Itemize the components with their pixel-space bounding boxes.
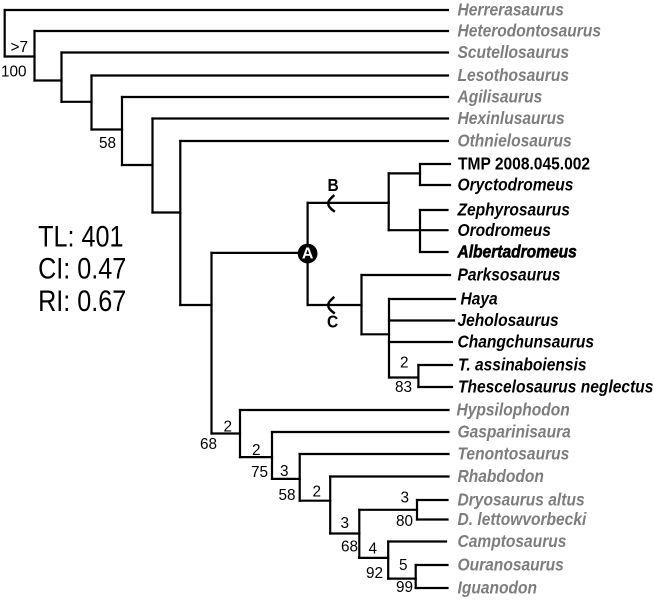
svg-text:TMP 2008.045.002: TMP 2008.045.002 — [458, 154, 590, 174]
svg-text:99: 99 — [396, 579, 413, 596]
svg-text:Iguanodon: Iguanodon — [458, 578, 538, 598]
svg-text:2: 2 — [400, 355, 409, 372]
svg-text:C: C — [327, 312, 338, 332]
svg-text:68: 68 — [200, 436, 217, 453]
svg-text:4: 4 — [368, 541, 377, 558]
svg-text:TL: 401: TL: 401 — [38, 219, 123, 253]
svg-text:3: 3 — [400, 490, 409, 507]
svg-text:80: 80 — [396, 513, 413, 530]
svg-text:75: 75 — [251, 464, 268, 481]
svg-text:Tenontosaurus: Tenontosaurus — [458, 444, 570, 464]
svg-text:B: B — [328, 175, 339, 195]
svg-text:92: 92 — [366, 565, 383, 582]
svg-text:3: 3 — [340, 515, 349, 532]
svg-text:Ouranosaurus: Ouranosaurus — [458, 555, 564, 575]
svg-text:Herrerasaurus: Herrerasaurus — [458, 0, 564, 20]
svg-text:Hexinlusaurus: Hexinlusaurus — [458, 108, 565, 128]
svg-text:Gasparinisaura: Gasparinisaura — [458, 422, 571, 442]
svg-text:Jeholosaurus: Jeholosaurus — [458, 310, 559, 330]
svg-text:D. lettowvorbecki: D. lettowvorbecki — [458, 509, 587, 529]
svg-text:Dryosaurus altus: Dryosaurus altus — [458, 490, 585, 510]
svg-text:100: 100 — [1, 64, 27, 81]
svg-text:Camptosaurus: Camptosaurus — [458, 531, 567, 551]
svg-text:>7: >7 — [11, 39, 28, 56]
svg-text:Rhabdodon: Rhabdodon — [458, 466, 544, 486]
svg-text:Agilisaurus: Agilisaurus — [457, 87, 543, 107]
svg-text:Scutellosaurus: Scutellosaurus — [458, 42, 570, 62]
svg-text:Thescelosaurus neglectus: Thescelosaurus neglectus — [458, 377, 653, 397]
svg-text:Oryctodromeus: Oryctodromeus — [458, 175, 574, 195]
svg-text:Orodromeus: Orodromeus — [458, 220, 551, 240]
svg-text:Othnielosaurus: Othnielosaurus — [458, 131, 572, 151]
svg-text:68: 68 — [341, 539, 358, 556]
svg-text:Parksosaurus: Parksosaurus — [458, 265, 561, 285]
svg-text:Changchunsaurus: Changchunsaurus — [458, 332, 595, 352]
svg-text:Haya: Haya — [461, 289, 498, 309]
svg-text:58: 58 — [99, 135, 116, 152]
svg-text:2: 2 — [223, 419, 232, 436]
svg-text:3: 3 — [280, 463, 289, 480]
svg-text:Heterodontosaurus: Heterodontosaurus — [458, 21, 601, 41]
svg-text:83: 83 — [395, 379, 412, 396]
svg-text:Lesothosaurus: Lesothosaurus — [458, 65, 570, 85]
svg-text:2: 2 — [252, 442, 261, 459]
svg-text:T. assinaboiensis: T. assinaboiensis — [458, 355, 587, 375]
svg-text:Albertadromeus: Albertadromeus — [457, 242, 577, 262]
svg-text:RI: 0.67: RI: 0.67 — [38, 284, 126, 318]
svg-text:58: 58 — [278, 487, 295, 504]
svg-text:CI: 0.47: CI: 0.47 — [38, 252, 126, 286]
svg-text:5: 5 — [399, 557, 408, 574]
svg-text:Hypsilophodon: Hypsilophodon — [457, 400, 570, 420]
svg-text:Zephyrosaurus: Zephyrosaurus — [457, 200, 570, 220]
svg-text:2: 2 — [312, 484, 321, 501]
svg-text:A: A — [302, 246, 314, 263]
